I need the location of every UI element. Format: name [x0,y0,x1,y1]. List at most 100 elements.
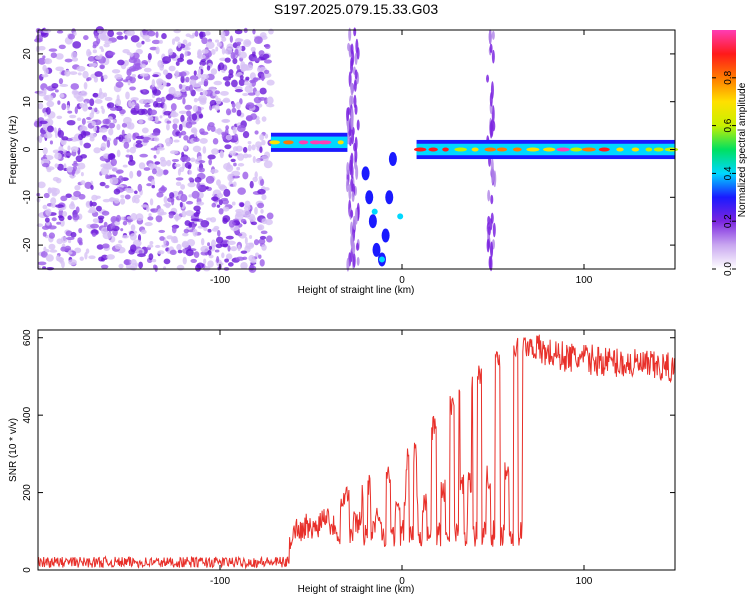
noise-blob [103,43,110,48]
streak-blob [352,241,356,255]
noise-blob [264,43,271,50]
noise-blob [71,169,75,176]
noise-blob [247,141,252,145]
noise-blob [76,65,86,72]
noise-blob [259,146,263,153]
noise-blob [240,261,248,270]
noise-blob [237,153,245,161]
noise-blob [163,169,169,175]
noise-blob [158,229,166,233]
noise-blob [149,240,154,245]
spectrogram-xtick-label: 0 [399,275,405,286]
noise-blob [71,57,79,62]
noise-blob [161,33,167,40]
noise-blob [237,233,243,237]
noise-blob [263,160,273,169]
noise-blob [102,243,110,249]
spectrogram-xlabel: Height of straight line (km) [298,285,415,296]
noise-blob [54,163,59,168]
noise-blob [208,158,213,166]
noise-blob [177,249,183,254]
noise-blob [194,30,199,37]
noise-blob [106,175,111,180]
noise-blob [121,235,129,239]
noise-blob [129,265,136,271]
noise-blob [261,194,267,201]
noise-blob [44,248,50,253]
noise-blob [99,46,104,50]
noise-blob [266,103,275,108]
noise-blob [258,254,262,259]
noise-blob [81,90,85,94]
noise-blob [231,79,238,88]
noise-blob [154,115,159,123]
noise-blob [66,104,70,111]
noise-blob [217,64,221,72]
noise-blob [225,235,234,240]
noise-blob [116,35,124,40]
noise-blob [59,83,69,87]
noise-blob [128,249,135,255]
noise-blob [185,86,191,91]
noise-blob [194,176,202,183]
noise-blob [207,242,211,247]
noise-blob [191,190,200,199]
noise-blob [193,70,197,76]
noise-blob [188,84,194,92]
noise-blob [112,119,117,124]
noise-blob [214,128,223,134]
noise-blob [88,62,98,67]
noise-blob [180,75,185,84]
noise-blob [106,102,115,108]
noise-blob [136,42,142,48]
noise-blob [222,119,229,123]
noise-blob [230,158,236,163]
noise-blob [49,140,53,145]
noise-blob [81,118,86,125]
figure-title: S197.2025.079.15.33.G03 [274,1,438,17]
noise-blob [172,118,180,124]
noise-blob [68,203,76,210]
noise-blob [107,29,115,38]
noise-blob [67,145,71,151]
noise-blob [193,205,201,212]
noise-blob [259,235,267,240]
noise-blob [168,213,174,219]
noise-blob [138,261,143,269]
noise-blob [249,180,254,189]
noise-blob [48,225,57,230]
noise-blob [218,199,223,206]
noise-blob [239,75,244,80]
noise-blob [201,49,209,54]
noise-blob [204,31,211,36]
noise-blob [64,69,71,77]
noise-blob [240,218,247,224]
noise-blob [229,173,233,181]
noise-blob [235,101,241,110]
dip-blob [385,190,394,205]
noise-blob [138,250,143,254]
noise-blob [115,81,124,88]
noise-blob [109,177,119,185]
noise-blob [118,240,123,244]
streak-blob [490,241,494,258]
noise-blob [214,249,220,253]
streak-blob [489,43,493,54]
noise-blob [80,154,88,159]
noise-blob [193,251,200,259]
noise-blob [87,56,96,62]
noise-blob [72,41,82,49]
noise-blob [51,187,61,196]
noise-blob [143,167,151,171]
noise-blob [182,97,186,105]
noise-blob [126,132,132,141]
noise-blob [200,58,207,63]
noise-blob [67,33,75,40]
noise-blob [127,159,136,166]
noise-blob [147,244,154,248]
noise-blob [171,158,180,163]
noise-blob [222,215,231,223]
noise-blob [50,203,57,208]
noise-blob [151,132,160,136]
noise-blob [43,87,47,95]
